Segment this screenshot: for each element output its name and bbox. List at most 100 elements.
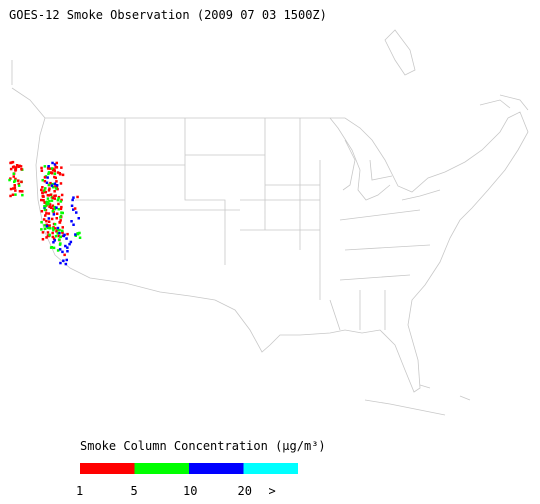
smoke-pixel (71, 198, 74, 202)
smoke-pixel (58, 221, 61, 224)
smoke-pixel (41, 231, 45, 234)
smoke-pixel (72, 196, 75, 199)
smoke-pixel (47, 171, 51, 174)
smoke-pixel (52, 207, 55, 210)
smoke-pixel (70, 220, 73, 223)
smoke-pixel (51, 231, 54, 235)
smoke-pixel (20, 180, 23, 184)
smoke-pixel (54, 176, 57, 180)
smoke-pixel (42, 218, 46, 221)
smoke-pixel (53, 223, 57, 226)
smoke-pixel (45, 236, 48, 239)
smoke-pixel (46, 231, 50, 234)
smoke-pixel (53, 182, 57, 185)
smoke-pixel (60, 205, 63, 209)
smoke-pixel (58, 172, 61, 175)
smoke-pixel (55, 180, 58, 183)
smoke-pixel (48, 203, 52, 206)
smoke-pixel (59, 219, 62, 222)
smoke-pixel (43, 189, 46, 193)
smoke-pixel (55, 184, 59, 187)
smoke-pixel (9, 167, 13, 171)
smoke-pixel (43, 176, 47, 179)
smoke-pixel (56, 226, 60, 230)
smoke-pixel (45, 181, 49, 184)
smoke-pixel (52, 228, 55, 232)
smoke-pixel (13, 180, 16, 183)
smoke-pixel (12, 175, 15, 178)
legend-swatch (134, 463, 189, 474)
smoke-pixel (48, 205, 51, 208)
smoke-pixel (40, 166, 43, 170)
smoke-pixel (61, 250, 64, 254)
smoke-pixel (61, 226, 64, 229)
legend: 1 5 10 20 > (76, 463, 298, 498)
smoke-pixel (13, 186, 17, 190)
smoke-pixel (17, 179, 20, 182)
smoke-pixel (62, 234, 65, 238)
smoke-pixel (60, 198, 63, 202)
smoke-pixel (51, 196, 55, 200)
smoke-pixel (54, 185, 57, 188)
smoke-pixel (47, 167, 50, 170)
smoke-pixel (51, 204, 55, 207)
smoke-pixel (63, 253, 66, 257)
legend-swatch (243, 463, 298, 474)
smoke-pixel (58, 243, 62, 246)
smoke-pixel (47, 165, 50, 168)
smoke-pixel (21, 193, 24, 197)
smoke-pixel (60, 166, 63, 169)
legend-tick-label: 10 (183, 484, 197, 498)
smoke-pixel (53, 239, 56, 242)
smoke-pixel (43, 165, 47, 168)
smoke-pixel (47, 183, 51, 187)
smoke-pixel (74, 233, 77, 236)
smoke-pixel (66, 232, 69, 236)
smoke-pixels (8, 160, 82, 266)
smoke-pixel (47, 217, 51, 220)
smoke-pixel (55, 166, 58, 169)
smoke-pixel (56, 228, 59, 232)
smoke-pixel (49, 181, 52, 185)
smoke-pixel (47, 226, 50, 230)
legend-swatch (80, 463, 135, 474)
smoke-pixel (17, 182, 20, 186)
smoke-pixel (78, 231, 81, 235)
smoke-pixel (46, 234, 50, 237)
smoke-pixel (56, 187, 59, 191)
smoke-pixel (40, 221, 43, 224)
smoke-pixel (46, 202, 50, 205)
smoke-pixel (61, 211, 64, 215)
smoke-pixel (41, 186, 44, 189)
smoke-pixel (54, 187, 58, 190)
smoke-pixel (66, 250, 69, 253)
smoke-pixel (55, 212, 59, 215)
smoke-pixel (46, 197, 50, 200)
smoke-pixel (44, 204, 47, 208)
smoke-pixel (56, 249, 60, 252)
smoke-pixel (51, 235, 55, 239)
smoke-pixel (78, 236, 82, 239)
smoke-pixel (55, 206, 58, 209)
smoke-pixel (43, 201, 46, 204)
smoke-pixel (15, 164, 19, 167)
smoke-pixel (77, 217, 80, 220)
smoke-pixel (70, 204, 74, 207)
smoke-pixel (43, 208, 47, 211)
smoke-pixel (40, 228, 43, 231)
smoke-pixel (41, 238, 45, 241)
smoke-pixel (48, 187, 51, 190)
smoke-pixel (9, 194, 12, 198)
smoke-pixel (66, 246, 69, 249)
smoke-pixel (40, 169, 44, 172)
smoke-pixel (49, 206, 53, 209)
smoke-pixel (44, 187, 47, 190)
smoke-pixel (53, 168, 56, 171)
smoke-pixel (60, 193, 64, 197)
smoke-pixel (53, 194, 56, 198)
smoke-pixel (53, 190, 56, 193)
smoke-pixel (49, 193, 53, 196)
smoke-pixel (57, 208, 60, 211)
smoke-pixel (54, 227, 57, 230)
smoke-pixel (52, 241, 55, 244)
